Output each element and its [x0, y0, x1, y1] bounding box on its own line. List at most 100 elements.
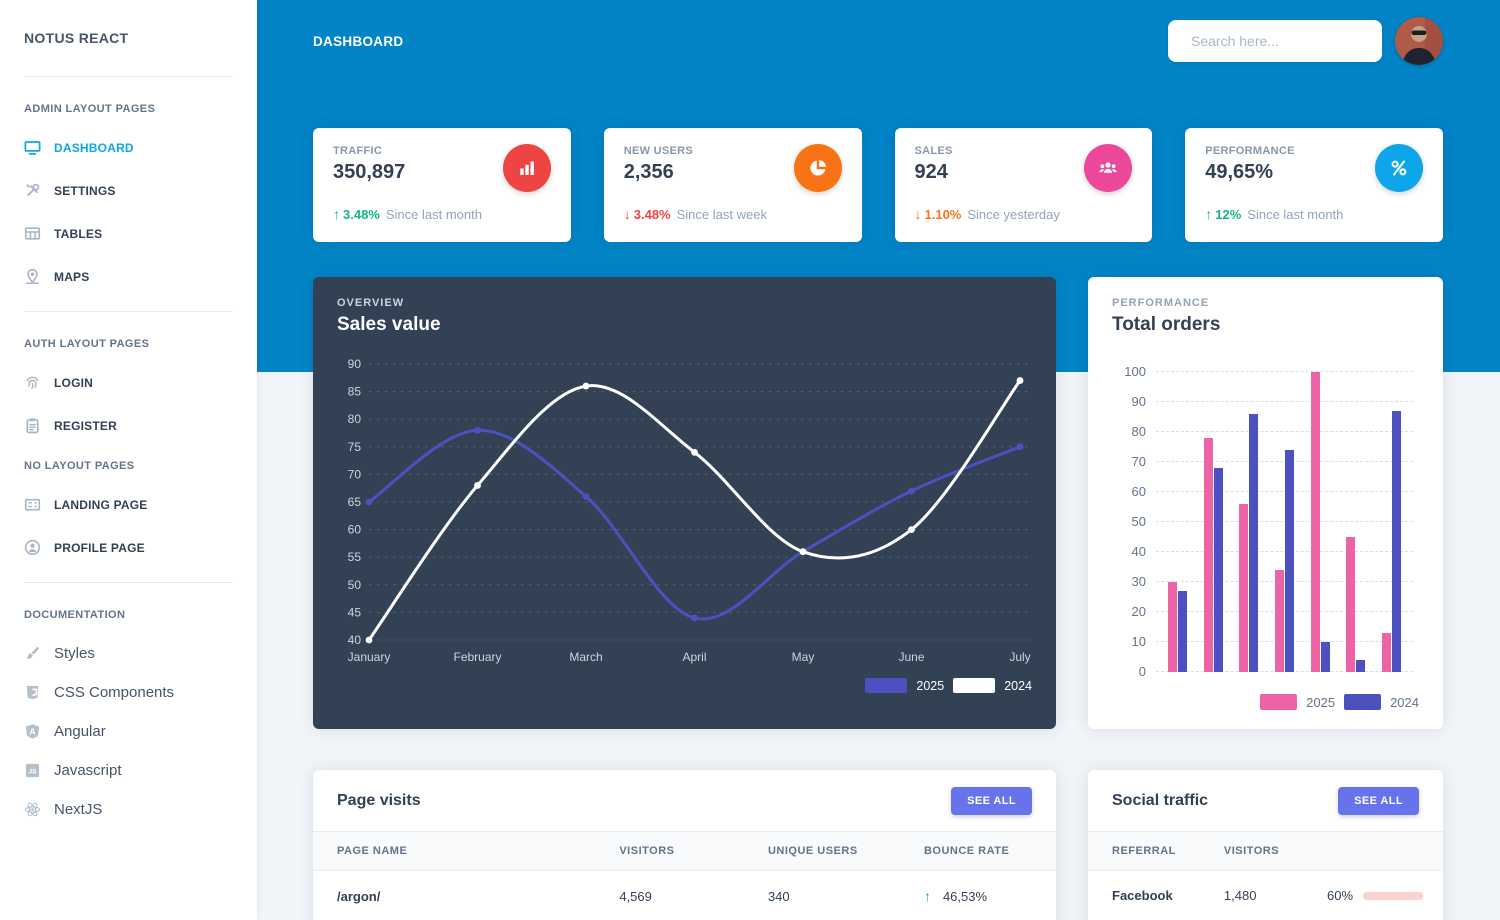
stat-value: 350,897	[333, 161, 406, 183]
bar-2025	[1310, 372, 1320, 672]
gridline: 70	[1132, 454, 1413, 469]
stat-delta: ↓ 1.10%	[914, 206, 962, 222]
svg-text:January: January	[348, 650, 391, 664]
stat-footer: ↓ 1.10% Since yesterday	[915, 206, 1133, 222]
stat-label: NEW USERS	[623, 145, 694, 157]
charts-row: OVERVIEW Sales value 40 45 50 55 60 65 70 75 80 8…	[313, 277, 1443, 729]
content: DASHBOARD TRAFFIC 350,897 ↑3.48% Since last…	[257, 0, 1500, 920]
sidebar-item-profile-page[interactable]: PROFILE PAGE	[24, 539, 233, 556]
avatar[interactable]	[1395, 17, 1443, 65]
sidebar-item-javascript[interactable]: JS Javascript	[24, 762, 233, 779]
y-tick-label: 80	[1131, 424, 1146, 439]
search-input[interactable]	[1191, 33, 1372, 49]
column-header: VISITORS	[595, 831, 744, 871]
stat-label: PERFORMANCE	[1205, 145, 1295, 157]
svg-text:65: 65	[348, 495, 362, 509]
svg-text:JS: JS	[28, 769, 37, 776]
sidebar-item-styles[interactable]: Styles	[24, 645, 233, 662]
percent-icon	[1375, 144, 1423, 192]
avatar-photo	[1395, 17, 1443, 65]
svg-text:June: June	[898, 650, 924, 664]
sidebar-section-heading: AUTH LAYOUT PAGES	[24, 338, 150, 350]
users-icon	[1084, 144, 1133, 192]
y-tick-label: 40	[1131, 544, 1146, 559]
stat-footer: ↑ 3.48% Since last month	[333, 206, 551, 222]
sidebar-item-tables[interactable]: TABLES	[24, 225, 233, 242]
sidebar-item-css-components[interactable]: CSS Components	[24, 684, 233, 701]
sidebar-item-label: Javascript	[54, 762, 122, 779]
sidebar-divider	[24, 311, 233, 312]
chart-subtitle: PERFORMANCE	[1112, 297, 1210, 309]
gridline: 40	[1132, 544, 1413, 559]
sidebar: NOTUS REACT ADMIN LAYOUT PAGES DASHBOARD S…	[0, 0, 257, 920]
social-traffic-see-all-button[interactable]: SEE ALL	[1338, 787, 1419, 815]
svg-text:90: 90	[348, 357, 362, 371]
bar-group	[1274, 450, 1294, 672]
sidebar-item-dashboard[interactable]: DASHBOARD	[24, 139, 233, 156]
users-icon	[1098, 158, 1118, 178]
sidebar-item-label: NextJS	[54, 801, 103, 818]
svg-text:April: April	[682, 650, 706, 664]
bar-groups	[1156, 372, 1413, 672]
bounce-rate-cell: ↑ 46,53%	[923, 888, 988, 904]
paint-brush-icon	[24, 645, 41, 662]
bar-group	[1239, 414, 1259, 672]
svg-text:85: 85	[348, 385, 362, 399]
svg-text:May: May	[792, 650, 815, 664]
sidebar-section-heading: DOCUMENTATION	[24, 609, 126, 621]
page-title: DASHBOARD	[313, 33, 404, 49]
svg-text:45: 45	[348, 605, 362, 619]
page-visits-card: Page visits SEE ALL PAGE NAME VISITORS UNI…	[313, 770, 1056, 920]
stat-period: Since last week	[676, 206, 767, 222]
svg-text:75: 75	[348, 440, 362, 454]
sidebar-item-angular[interactable]: A Angular	[24, 723, 233, 740]
sidebar-item-maps[interactable]: MAPS	[24, 268, 233, 285]
sidebar-item-landing-page[interactable]: LANDING PAGE	[24, 496, 233, 513]
sidebar-item-label: PROFILE PAGE	[54, 540, 145, 555]
pie-chart-icon	[808, 158, 828, 178]
stat-card-sales: SALES 924 ↓ 1.10% Since yesterday	[894, 128, 1153, 242]
legend-swatch-2025	[865, 678, 908, 693]
total-orders-chart-card: PERFORMANCE Total orders 0 10 20 30 40 50 60 70…	[1088, 277, 1443, 729]
sidebar-item-register[interactable]: REGISTER	[24, 417, 233, 434]
svg-text:40: 40	[348, 633, 362, 647]
svg-text:60: 60	[348, 523, 362, 537]
bar-2024	[1178, 591, 1187, 672]
y-tick-label: 60	[1131, 484, 1146, 499]
map-marker-icon	[24, 268, 41, 285]
sidebar-section-heading: NO LAYOUT PAGES	[24, 460, 135, 472]
sidebar-sections: ADMIN LAYOUT PAGES DASHBOARD SETTINGS TABLE…	[24, 76, 233, 818]
sidebar-item-nextjs[interactable]: NextJS	[24, 801, 233, 818]
page-visits-see-all-button[interactable]: SEE ALL	[951, 787, 1032, 815]
page-name-cell: /argon/	[337, 888, 381, 904]
stats-row: TRAFFIC 350,897 ↑ 3.48% Since last month NEW …	[313, 128, 1443, 242]
y-tick-label: 50	[1131, 514, 1146, 529]
column-header: UNIQUE USERS	[743, 831, 900, 871]
trend-down-icon: ↓	[914, 206, 922, 222]
percent-icon	[1389, 158, 1409, 178]
visitors-cell: 4,569	[619, 888, 652, 904]
legend-swatch-2025	[1260, 694, 1298, 710]
user-circle-icon	[24, 539, 41, 556]
javascript-icon: JS	[24, 762, 41, 779]
gridline: 90	[1132, 394, 1413, 409]
gridline: 10	[1132, 634, 1413, 649]
sidebar-item-login[interactable]: LOGIN	[24, 374, 233, 391]
bar-2024	[1213, 468, 1223, 672]
gridline: 20	[1132, 604, 1413, 619]
brand-logo[interactable]: NOTUS REACT	[24, 30, 129, 46]
gridline: 80	[1132, 424, 1413, 439]
legend-label: 2024	[1004, 678, 1032, 693]
bar-group	[1381, 411, 1401, 672]
gridline: 60	[1132, 484, 1413, 499]
table-title: Page visits	[337, 792, 421, 809]
bar-group	[1346, 537, 1366, 672]
sidebar-item-settings[interactable]: SETTINGS	[24, 182, 233, 199]
trend-up-icon: ↑	[923, 888, 931, 904]
stat-value: 2,356	[623, 161, 674, 183]
sidebar-divider	[24, 582, 233, 583]
total-orders-bar-chart: 0 10 20 30 40 50 60 70 80 90 100	[1124, 364, 1413, 679]
percent-label: 60%	[1327, 888, 1354, 903]
sidebar-item-label: CSS Components	[54, 684, 175, 701]
